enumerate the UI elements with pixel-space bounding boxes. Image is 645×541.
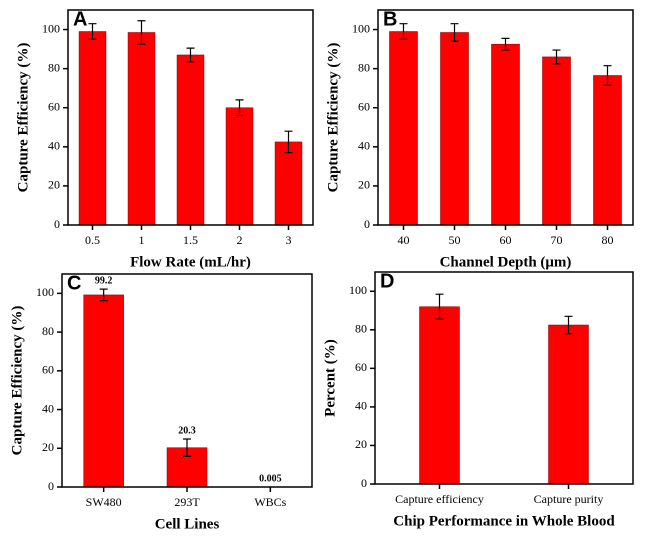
- x-tick-label: WBCs: [254, 495, 286, 509]
- error-bar: [564, 315, 573, 335]
- value-label: 0.005: [259, 473, 282, 484]
- y-tick-label: 100: [42, 21, 60, 35]
- x-tick-label: 1: [139, 233, 145, 247]
- x-tick-label: Capture purity: [534, 492, 604, 506]
- plot-frame: [67, 9, 314, 226]
- y-tick-label: 20: [42, 440, 54, 454]
- bar: [83, 294, 124, 488]
- bar: [593, 75, 622, 226]
- x-tick-label: 1.5: [183, 233, 198, 247]
- panel-label: B: [383, 8, 397, 30]
- bar: [389, 31, 418, 226]
- error-bar: [603, 65, 612, 86]
- x-axis-label: Chip Performance in Whole Blood: [393, 513, 615, 529]
- y-axis-label: Capture Efficiency (%): [9, 306, 25, 456]
- panel-label: D: [380, 270, 394, 292]
- x-axis-label: Cell Lines: [155, 516, 220, 532]
- panel-label: C: [67, 272, 81, 294]
- x-tick-label: 0.5: [85, 233, 100, 247]
- plot-frame: [377, 9, 634, 226]
- y-tick-label: 40: [355, 399, 367, 413]
- error-bar: [235, 99, 244, 117]
- error-bar: [284, 130, 293, 154]
- y-axis-label: Percent (%): [322, 339, 338, 417]
- value-label: 99.2: [95, 275, 113, 286]
- y-tick-label: 40: [48, 139, 60, 153]
- bar: [78, 31, 107, 226]
- x-tick-label: 293T: [174, 495, 200, 509]
- y-axis-label: Capture Efficiency (%): [15, 43, 31, 193]
- bar: [274, 141, 303, 226]
- x-tick-label: SW480: [86, 495, 122, 509]
- value-label: 20.3: [178, 425, 196, 436]
- bar: [491, 43, 520, 226]
- y-tick-label: 40: [358, 139, 370, 153]
- y-tick-label: 60: [42, 363, 54, 377]
- bar: [548, 324, 589, 485]
- x-axis-label: Channel Depth (μm): [440, 254, 572, 270]
- y-tick-label: 100: [36, 285, 54, 299]
- error-bar: [552, 49, 561, 65]
- plot-frame: [61, 273, 313, 488]
- error-bar: [88, 23, 97, 40]
- error-bar: [399, 23, 408, 40]
- error-bar: [435, 293, 444, 320]
- x-tick-label: 2: [237, 233, 243, 247]
- y-tick-label: 20: [48, 178, 60, 192]
- y-tick-label: 100: [349, 283, 367, 297]
- bar: [440, 32, 469, 226]
- y-tick-label: 60: [358, 99, 370, 113]
- error-bar: [501, 37, 510, 51]
- error-bar: [450, 23, 459, 42]
- x-tick-label: 70: [551, 233, 563, 247]
- bar: [176, 54, 205, 226]
- y-tick-label: 80: [42, 324, 54, 338]
- bar: [419, 306, 460, 485]
- error-bar: [137, 20, 146, 45]
- y-tick-label: 60: [355, 360, 367, 374]
- plot-frame: [374, 271, 634, 485]
- y-tick-label: 0: [364, 217, 370, 231]
- error-bar: [99, 288, 108, 302]
- y-tick-label: 20: [358, 178, 370, 192]
- x-tick-label: 50: [449, 233, 461, 247]
- x-tick-label: 3: [286, 233, 292, 247]
- x-tick-label: 80: [602, 233, 614, 247]
- y-tick-label: 80: [355, 322, 367, 336]
- y-tick-label: 0: [361, 476, 367, 490]
- y-tick-label: 0: [48, 479, 54, 493]
- bar: [542, 56, 571, 226]
- x-tick-label: 60: [500, 233, 512, 247]
- error-bar: [186, 47, 195, 63]
- y-tick-label: 100: [352, 21, 370, 35]
- bar: [127, 32, 156, 226]
- y-axis-label: Capture Efficiency (%): [325, 43, 341, 193]
- y-tick-label: 80: [358, 60, 370, 74]
- panel-label: A: [73, 8, 87, 30]
- y-tick-label: 80: [48, 60, 60, 74]
- y-tick-label: 20: [355, 437, 367, 451]
- y-tick-label: 40: [42, 401, 54, 415]
- error-bar: [183, 438, 191, 458]
- x-tick-label: Capture efficiency: [395, 492, 484, 506]
- y-tick-label: 60: [48, 99, 60, 113]
- bar: [225, 107, 254, 226]
- y-tick-label: 0: [54, 217, 60, 231]
- x-axis-label: Flow Rate (mL/hr): [130, 254, 251, 270]
- x-tick-label: 40: [398, 233, 410, 247]
